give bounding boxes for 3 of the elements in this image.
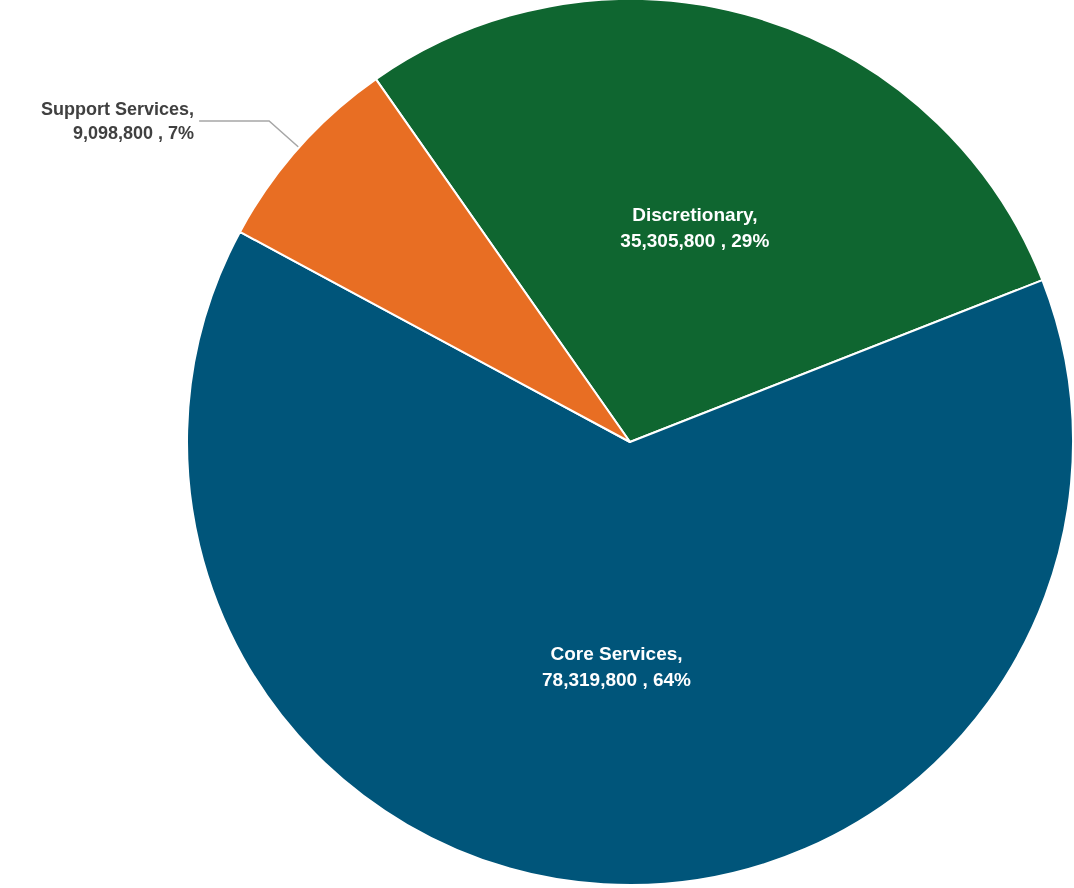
slice-label: Support Services, 9,098,800 , 7% <box>41 98 195 143</box>
slice-label: Core Services, 78,319,800 , 64% <box>542 642 692 690</box>
slice-label: Discretionary, 35,305,800 , 29% <box>620 203 770 251</box>
